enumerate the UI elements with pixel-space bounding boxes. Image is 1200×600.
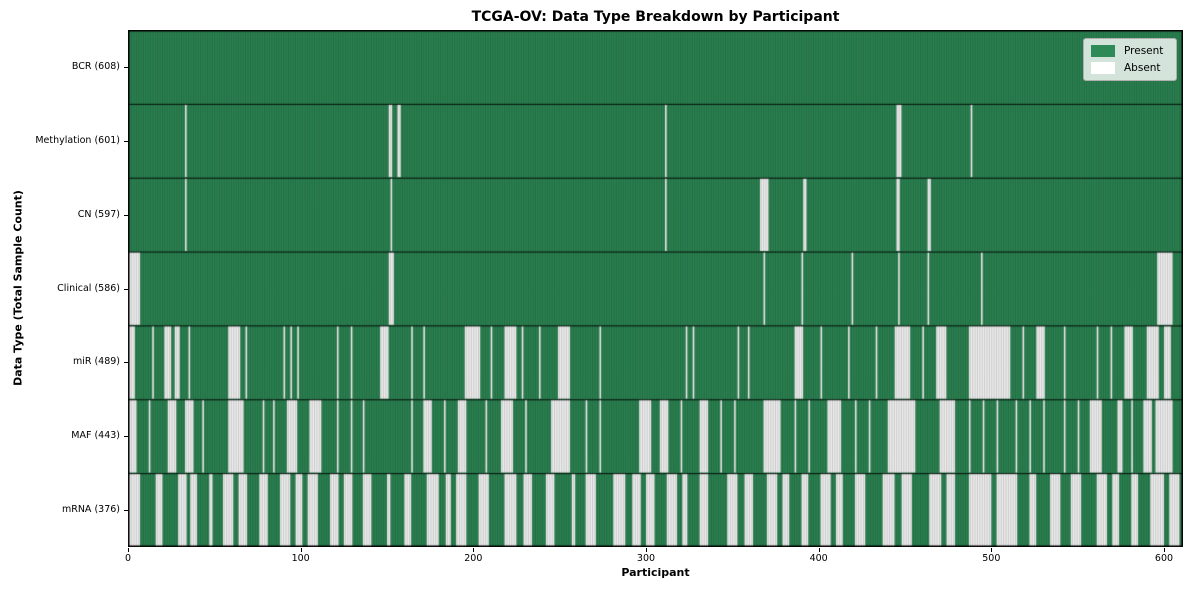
x-tick-mark: [646, 548, 647, 552]
legend-label-present: Present: [1124, 45, 1164, 57]
y-tick-mark: [124, 288, 128, 290]
y-tick-label: MAF (443): [71, 430, 120, 442]
y-tick-label: BCR (608): [71, 60, 120, 72]
legend: Present Absent: [1083, 38, 1177, 81]
y-tick-mark: [124, 436, 128, 438]
x-tick-mark: [1164, 548, 1165, 552]
y-tick-label: Clinical (586): [57, 282, 120, 294]
plot-canvas: [128, 30, 1183, 547]
y-tick-mark: [124, 140, 128, 142]
x-axis-label: Participant: [621, 566, 690, 579]
x-tick-mark: [818, 548, 820, 552]
y-tick-mark: [124, 66, 128, 68]
legend-entry-present: Present: [1091, 45, 1168, 57]
present-swatch: [1091, 45, 1115, 57]
x-tick-label: 500: [982, 553, 1001, 564]
legend-label-absent: Absent: [1124, 62, 1161, 74]
x-tick-label: 200: [464, 553, 483, 564]
x-tick-mark: [128, 548, 129, 552]
y-tick-label: CN (597): [77, 208, 120, 220]
x-tick-mark: [300, 548, 302, 552]
y-tick-mark: [124, 510, 128, 512]
x-tick-label: 100: [291, 553, 310, 564]
x-tick-mark: [991, 548, 993, 552]
x-tick-label: 600: [1154, 553, 1174, 564]
chart-title: TCGA-OV: Data Type Breakdown by Particip…: [471, 9, 840, 25]
legend-entry-absent: Absent: [1091, 62, 1168, 74]
y-tick-label: miR (489): [72, 356, 120, 368]
y-tick-label: Methylation (601): [35, 134, 120, 146]
y-tick-mark: [124, 362, 128, 364]
absent-swatch: [1091, 62, 1115, 74]
x-tick-label: 400: [809, 553, 828, 564]
x-tick-label: 0: [124, 553, 132, 564]
x-tick-label: 300: [636, 553, 656, 564]
y-tick-mark: [124, 214, 128, 216]
y-tick-label: mRNA (376): [61, 504, 120, 516]
x-tick-mark: [473, 548, 475, 552]
